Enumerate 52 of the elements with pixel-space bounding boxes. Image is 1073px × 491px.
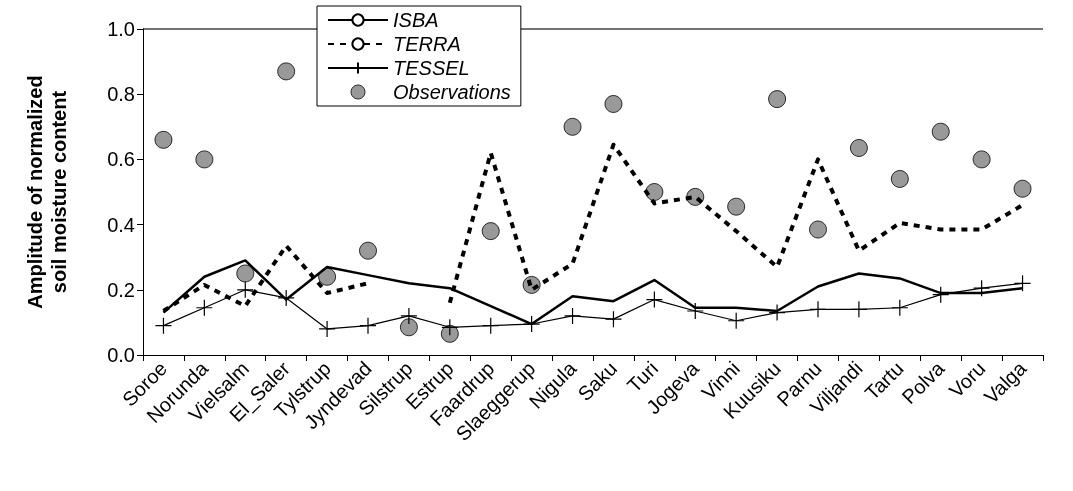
point (277, 289, 295, 307)
point (686, 302, 704, 320)
point (359, 317, 377, 335)
y-tick-label: 1.0 (107, 18, 135, 40)
point (850, 300, 868, 318)
point (154, 317, 173, 335)
point (727, 197, 746, 216)
point (645, 290, 663, 309)
y-tick-label: 0.6 (107, 148, 135, 171)
point (849, 138, 868, 157)
point (277, 62, 296, 81)
legend-label: TERRA (393, 33, 461, 55)
point (236, 281, 254, 299)
point (359, 241, 377, 260)
point (890, 169, 909, 188)
point (195, 150, 214, 169)
legend-label: Observations (393, 81, 511, 103)
point (523, 315, 541, 333)
legend-label: ISBA (393, 9, 439, 31)
point (973, 279, 991, 297)
y-axis-title: Amplitude of normalized soil moisture content (24, 75, 70, 309)
point (318, 267, 337, 286)
y-tick-label: 0.4 (107, 213, 135, 236)
point (236, 264, 255, 283)
point (727, 312, 745, 330)
point (604, 94, 623, 113)
y-tick-label: 0.8 (107, 83, 135, 106)
legend-label: TESSEL (393, 57, 470, 79)
point (1013, 179, 1032, 198)
point (1013, 274, 1032, 292)
point (318, 320, 336, 338)
point (931, 122, 950, 141)
point (563, 307, 582, 325)
point (441, 318, 459, 336)
point (400, 307, 418, 325)
point (481, 222, 500, 241)
point (768, 304, 786, 322)
point (604, 310, 623, 328)
point (809, 300, 827, 318)
y-tick-label: 0.0 (107, 344, 135, 366)
point (645, 183, 664, 201)
point (972, 150, 991, 169)
point (399, 318, 418, 337)
point (809, 220, 827, 239)
point (891, 299, 909, 317)
point (154, 130, 173, 149)
point (768, 90, 787, 109)
y-tick-label: 0.2 (107, 278, 135, 301)
point (195, 299, 213, 317)
point (932, 286, 950, 304)
point (563, 117, 582, 136)
point (482, 317, 500, 335)
